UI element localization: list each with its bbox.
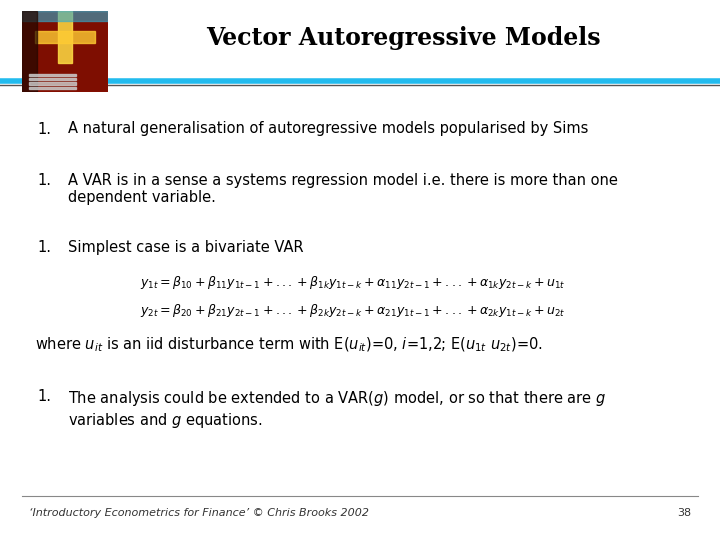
Bar (22, 11, 37, 92)
Bar (35, 31, 95, 43)
Bar (29, 83, 76, 84)
Text: 38: 38 (677, 508, 691, 518)
Text: where $u_{it}$ is an iid disturbance term with E($u_{it}$)=0, $i$=1,2; E($u_{1t}: where $u_{it}$ is an iid disturbance ter… (35, 336, 542, 354)
Text: $y_{1t} = \beta_{10} + \beta_{11}y_{1t-1}+...+\beta_{1k}y_{1t-k} + \alpha_{11}y_: $y_{1t} = \beta_{10} + \beta_{11}y_{1t-1… (140, 274, 566, 291)
Text: $y_{2t} = \beta_{20} + \beta_{21}y_{2t-1}+...+\beta_{2k}y_{2t-k} + \alpha_{21}y_: $y_{2t} = \beta_{20} + \beta_{21}y_{2t-1… (140, 302, 566, 319)
Text: ‘Introductory Econometrics for Finance’ © Chris Brooks 2002: ‘Introductory Econometrics for Finance’ … (29, 508, 369, 518)
Bar (29, 73, 76, 76)
Text: Vector Autoregressive Models: Vector Autoregressive Models (206, 26, 600, 50)
Bar (58, 11, 72, 63)
Bar (22, 11, 108, 21)
Text: 1.: 1. (37, 122, 51, 137)
Text: A VAR is in a sense a systems regression model i.e. there is more than one
depen: A VAR is in a sense a systems regression… (68, 173, 618, 205)
Text: The analysis could be extended to a VAR($g$) model, or so that there are $g$
var: The analysis could be extended to a VAR(… (68, 389, 607, 430)
Text: 1.: 1. (37, 173, 51, 188)
Text: Simplest case is a bivariate VAR: Simplest case is a bivariate VAR (68, 240, 304, 255)
Text: 1.: 1. (37, 389, 51, 404)
Text: 1.: 1. (37, 240, 51, 255)
Text: A natural generalisation of autoregressive models popularised by Sims: A natural generalisation of autoregressi… (68, 122, 589, 137)
Bar (29, 78, 76, 80)
Bar (29, 86, 76, 89)
